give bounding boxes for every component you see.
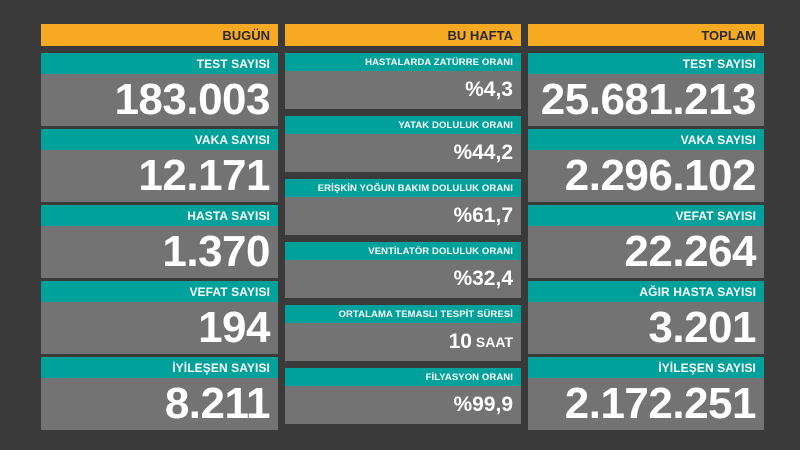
week-icu-label: ERİŞKİN YOĞUN BAKIM DOLULUK ORANI (285, 179, 521, 197)
week-ventilator-card: VENTİLATÖR DOLULUK ORANI %32,4 (285, 242, 521, 298)
total-test-card: TEST SAYISI 25.681.213 (528, 53, 764, 126)
today-test-card: TEST SAYISI 183.003 (41, 53, 278, 126)
today-recovered-card: İYİLEŞEN SAYISI 8.211 (41, 357, 278, 430)
week-contact-value: 10 SAAT (285, 323, 521, 361)
week-column: BU HAFTA HASTALARDA ZATÜRRE ORANI %4,3 Y… (285, 24, 521, 424)
total-death-label: VEFAT SAYISI (528, 205, 764, 226)
today-patient-label: HASTA SAYISI (41, 205, 278, 226)
week-pneumonia-label: HASTALARDA ZATÜRRE ORANI (285, 53, 521, 71)
today-patient-card: HASTA SAYISI 1.370 (41, 205, 278, 278)
week-bed-label: YATAK DOLULUK ORANI (285, 116, 521, 134)
total-column: TOPLAM TEST SAYISI 25.681.213 VAKA SAYIS… (528, 24, 764, 430)
today-header: BUGÜN (41, 24, 278, 46)
total-test-value: 25.681.213 (528, 74, 764, 126)
total-recovered-card: İYİLEŞEN SAYISI 2.172.251 (528, 357, 764, 430)
week-contact-label: ORTALAMA TEMASLI TESPİT SÜRESİ (285, 305, 521, 323)
total-death-value: 22.264 (528, 226, 764, 278)
total-case-card: VAKA SAYISI 2.296.102 (528, 129, 764, 202)
week-filiation-card: FİLYASYON ORANI %99,9 (285, 368, 521, 424)
today-column: BUGÜN TEST SAYISI 183.003 VAKA SAYISI 12… (41, 24, 278, 430)
week-contact-unit: SAAT (475, 334, 513, 350)
total-test-label: TEST SAYISI (528, 53, 764, 74)
week-ventilator-value: %32,4 (285, 260, 521, 298)
today-test-value: 183.003 (41, 74, 278, 126)
today-case-value: 12.171 (41, 150, 278, 202)
total-critical-label: AĞIR HASTA SAYISI (528, 281, 764, 302)
week-header: BU HAFTA (285, 24, 521, 46)
week-contact-number: 10 (448, 330, 472, 353)
week-bed-value: %44,2 (285, 134, 521, 172)
today-patient-value: 1.370 (41, 226, 278, 278)
total-recovered-value: 2.172.251 (528, 378, 764, 430)
week-bed-card: YATAK DOLULUK ORANI %44,2 (285, 116, 521, 172)
week-filiation-value: %99,9 (285, 386, 521, 424)
today-death-label: VEFAT SAYISI (41, 281, 278, 302)
total-case-value: 2.296.102 (528, 150, 764, 202)
total-death-card: VEFAT SAYISI 22.264 (528, 205, 764, 278)
today-death-value: 194 (41, 302, 278, 354)
week-ventilator-label: VENTİLATÖR DOLULUK ORANI (285, 242, 521, 260)
week-icu-card: ERİŞKİN YOĞUN BAKIM DOLULUK ORANI %61,7 (285, 179, 521, 235)
total-header: TOPLAM (528, 24, 764, 46)
week-contact-card: ORTALAMA TEMASLI TESPİT SÜRESİ 10 SAAT (285, 305, 521, 361)
today-case-card: VAKA SAYISI 12.171 (41, 129, 278, 202)
week-pneumonia-value: %4,3 (285, 71, 521, 109)
today-test-label: TEST SAYISI (41, 53, 278, 74)
week-pneumonia-card: HASTALARDA ZATÜRRE ORANI %4,3 (285, 53, 521, 109)
total-recovered-label: İYİLEŞEN SAYISI (528, 357, 764, 378)
today-case-label: VAKA SAYISI (41, 129, 278, 150)
week-icu-value: %61,7 (285, 197, 521, 235)
today-death-card: VEFAT SAYISI 194 (41, 281, 278, 354)
total-critical-value: 3.201 (528, 302, 764, 354)
total-case-label: VAKA SAYISI (528, 129, 764, 150)
week-filiation-label: FİLYASYON ORANI (285, 368, 521, 386)
total-critical-card: AĞIR HASTA SAYISI 3.201 (528, 281, 764, 354)
today-recovered-value: 8.211 (41, 378, 278, 430)
today-recovered-label: İYİLEŞEN SAYISI (41, 357, 278, 378)
